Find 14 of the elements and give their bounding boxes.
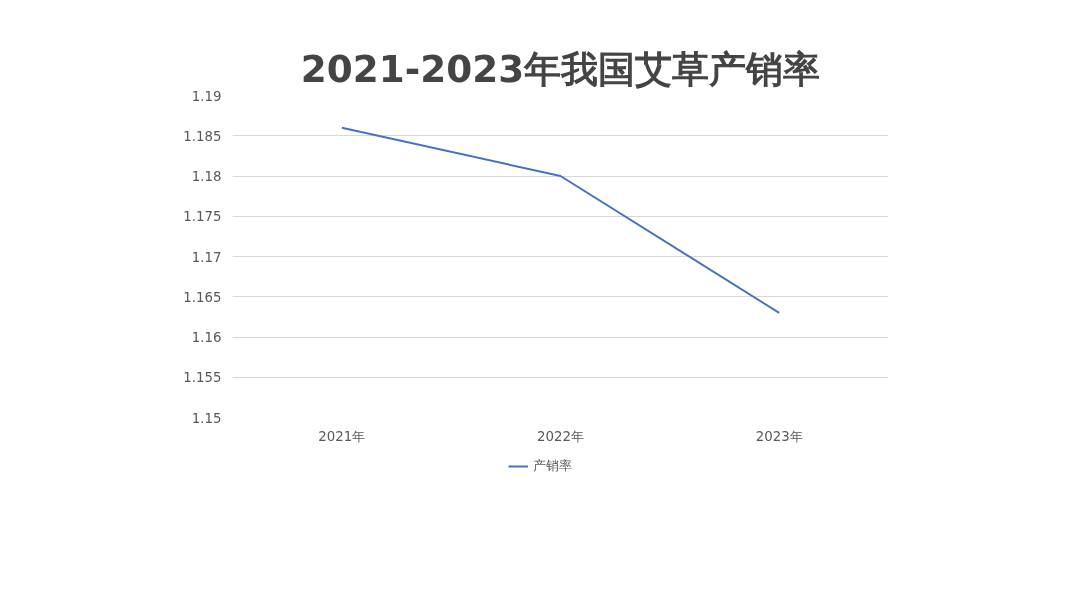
x-tick-label: 2023年 bbox=[755, 428, 803, 444]
legend-label: 产销率 bbox=[533, 457, 572, 475]
x-tick-label: 2021年 bbox=[318, 428, 366, 444]
y-tick-label: 1.175 bbox=[183, 209, 222, 225]
y-tick-label: 1.17 bbox=[191, 249, 222, 265]
y-tick-label: 1.165 bbox=[183, 289, 222, 305]
y-tick-label: 1.15 bbox=[191, 410, 222, 426]
y-tick-label: 1.185 bbox=[183, 128, 222, 144]
y-tick-label: 1.16 bbox=[191, 330, 222, 345]
y-tick-label: 1.18 bbox=[191, 169, 222, 184]
x-tick-label: 2022年 bbox=[537, 428, 584, 444]
y-tick-label: 1.19 bbox=[191, 88, 222, 104]
y-tick-label: 1.155 bbox=[183, 370, 222, 386]
chart-title: 2021-2023年我国艾草产销率 bbox=[300, 46, 821, 91]
